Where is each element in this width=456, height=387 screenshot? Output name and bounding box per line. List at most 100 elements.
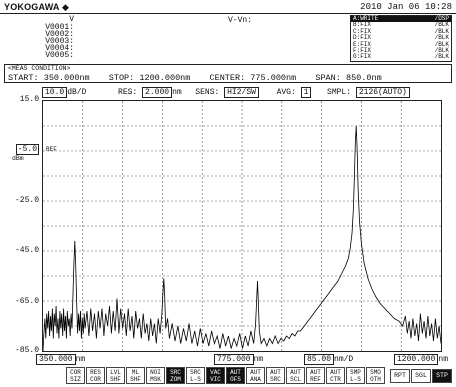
trace-row-b[interactable]: B:FIX/BLK — [351, 21, 451, 29]
softkey-top-label: LVL — [110, 369, 121, 376]
x-div-value[interactable]: 85.00 — [304, 354, 335, 365]
x-center-label: 775.000 nm — [214, 354, 263, 365]
datetime: 2010 Jan 06 10:28 — [360, 2, 452, 12]
softkey-aut-ana[interactable]: AUT ANA — [246, 367, 265, 384]
sgl-button[interactable]: SGL — [411, 369, 431, 383]
trace-status-panel: A:WRITE/DSP B:FIX/BLK C:FIX/BLK D:FIX/BLK E:… — [350, 15, 452, 62]
measurement-condition: <MEAS CONDITION> START: 350.000nm STOP: … — [4, 64, 452, 83]
softkey-top-label: RES — [90, 369, 101, 376]
meas-values: START: 350.000nm STOP: 1200.000nm CENTER… — [8, 73, 382, 83]
stp-button[interactable]: STP — [432, 369, 452, 383]
y-tick-label-ref: -5.0 — [3, 144, 39, 155]
softkey-bottom-label: L-S — [190, 376, 201, 383]
trace-display: /BLK — [434, 46, 449, 54]
trace-row-f[interactable]: F:FIX/BLK — [351, 46, 451, 54]
softkey-vac-vic[interactable]: VAC VIC — [206, 367, 225, 384]
softkey-src-l-s[interactable]: SRC L-S — [186, 367, 205, 384]
smpl-label: SMPL: — [327, 88, 352, 97]
center-label: CENTER: — [209, 73, 246, 83]
softkey-top-label: AUT — [330, 369, 341, 376]
marker-label: V — [69, 15, 74, 24]
softkey-bottom-label: SIZ — [70, 376, 81, 383]
softkey-top-label: SRC — [190, 369, 201, 376]
softkey-bottom-label: ANA — [250, 376, 261, 383]
softkey-smo-oth[interactable]: SMO OTH — [366, 367, 385, 384]
header-divider — [0, 13, 456, 14]
scale-unit: dB/D — [67, 88, 87, 97]
sens-value[interactable]: HI2/SW — [224, 87, 259, 98]
x-start-unit: nm — [75, 355, 86, 364]
softkey-bottom-label: VIC — [210, 376, 221, 383]
marker-row: V0002: — [45, 30, 74, 39]
trace-row-d[interactable]: D:FIX/BLK — [351, 34, 451, 42]
x-stop-label: 1200.000 nm — [394, 354, 448, 365]
start-value: 350.000nm — [43, 73, 90, 83]
brand-name: YOKOGAWA — [4, 2, 60, 12]
softkey-top-label: AUT — [250, 369, 261, 376]
trace-mode: B:FIX — [353, 21, 372, 29]
x-stop-unit: nm — [438, 355, 449, 364]
brand-logo: YOKOGAWA ◆ — [4, 2, 69, 13]
settings-bar: 10.0 dB/D RES: 2.000 nm SENS: HI2/SW AVG: … — [42, 87, 452, 99]
softkey-lvl-shf[interactable]: LVL SHF — [106, 367, 125, 384]
x-start-value[interactable]: 350.000 — [36, 354, 76, 365]
softkey-aut-ctr[interactable]: AUT CTR — [326, 367, 345, 384]
softkey-bottom-label: SHF — [130, 376, 141, 383]
softkey-res-cor[interactable]: RES COR — [86, 367, 105, 384]
softkey-top-label: COR — [70, 369, 81, 376]
ref-marker: REF — [46, 146, 57, 153]
trace-row-g[interactable]: G:FIX/BLK — [351, 53, 451, 61]
softkey-bottom-label: OTH — [370, 376, 381, 383]
spectrum-plot[interactable] — [42, 100, 442, 352]
smpl-value[interactable]: 2126(AUTO) — [355, 87, 410, 98]
y-tick-label: 15.0 — [19, 95, 39, 104]
avg-value[interactable]: 1 — [300, 87, 312, 98]
softkey-aut-ofs[interactable]: AUT OFS — [226, 367, 245, 384]
trace-row-a[interactable]: A:WRITE/DSP — [351, 15, 451, 23]
softkey-aut-ref[interactable]: AUT REF — [306, 367, 325, 384]
softkey-bottom-label: SHF — [110, 376, 121, 383]
trace-row-e[interactable]: E:FIX/BLK — [351, 41, 451, 48]
trace-display: /BLK — [434, 53, 449, 61]
softkey-smp-l-s[interactable]: SMP L-S — [346, 367, 365, 384]
ref-level-value[interactable]: -5.0 — [15, 144, 39, 155]
marker-delta-label: V-Vn: — [228, 16, 253, 25]
x-div-unit: nm/D — [334, 355, 354, 364]
trace-mode: D:FIX — [353, 34, 372, 42]
x-div-label: 85.00 nm/D — [304, 354, 353, 365]
softkey-cor-siz[interactable]: COR SIZ — [66, 367, 85, 384]
softkey-bottom-label: ZOM — [170, 376, 181, 383]
y-unit: dBm — [12, 155, 24, 162]
stop-value: 1200.000nm — [139, 73, 191, 83]
x-center-unit: nm — [253, 355, 264, 364]
x-stop-value[interactable]: 1200.000 — [394, 354, 439, 365]
res-label: RES: — [118, 88, 138, 97]
trace-row-c[interactable]: C:FIX/BLK — [351, 28, 451, 35]
trace-mode: F:FIX — [353, 46, 372, 54]
res-unit: nm — [172, 88, 182, 97]
softkey-top-label: SMP — [350, 369, 361, 376]
softkey-top-label: ML — [131, 369, 140, 376]
softkey-bottom-label: REF — [310, 376, 321, 383]
avg-label: AVG: — [276, 88, 296, 97]
span-label: SPAN: — [315, 73, 341, 83]
softkey-ml-shf[interactable]: ML SHF — [126, 367, 145, 384]
scale-value[interactable]: 10.0 — [42, 87, 68, 98]
softkey-top-label: AUT — [270, 369, 281, 376]
spectrum-trace — [43, 125, 441, 351]
brand-diamond-icon: ◆ — [61, 2, 70, 12]
softkey-aut-scl[interactable]: AUT SCL — [286, 367, 305, 384]
marker-row: V0003: — [45, 37, 74, 46]
softkey-noi-msk[interactable]: NOI MSK — [146, 367, 165, 384]
res-value[interactable]: 2.000 — [142, 87, 173, 98]
trace-display: /BLK — [434, 21, 449, 29]
trace-mode: A:WRITE — [353, 15, 379, 22]
softkey-src-zom[interactable]: SRC ZOM — [166, 367, 185, 384]
meas-title: <MEAS CONDITION> — [8, 65, 71, 72]
x-center-value[interactable]: 775.000 — [214, 354, 254, 365]
marker-row: V0001: — [45, 23, 74, 32]
softkey-bottom-label: COR — [90, 376, 101, 383]
softkey-aut-src[interactable]: AUT SRC — [266, 367, 285, 384]
trace-mode: G:FIX — [353, 53, 372, 61]
rpt-button[interactable]: RPT — [390, 369, 410, 383]
